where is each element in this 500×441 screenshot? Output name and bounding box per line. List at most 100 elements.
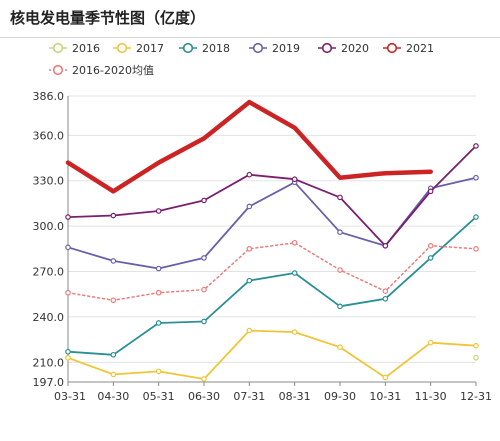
x-tick-label: 05-31: [143, 390, 175, 403]
data-point[interactable]: [155, 265, 162, 272]
data-point[interactable]: [337, 229, 343, 235]
y-axis: 197.0 210.0 240.0 270.0 300.0 330.0 360.0 386.0: [33, 90, 69, 389]
title-divider: [0, 37, 500, 38]
data-point[interactable]: [65, 244, 71, 251]
legend-label: 2020: [341, 42, 369, 55]
data-point[interactable]: [110, 212, 117, 219]
legend-item-2018[interactable]: 2018: [179, 42, 230, 55]
data-point[interactable]: [246, 203, 253, 210]
legend-label: 2021: [406, 42, 434, 55]
legend-item-2021[interactable]: 2021: [383, 42, 434, 55]
x-tick-label: 10-31: [369, 390, 401, 403]
data-point[interactable]: [382, 295, 389, 302]
y-tick-label: 360.0: [33, 129, 65, 142]
series-line: [67, 216, 477, 356]
data-point[interactable]: [473, 342, 479, 349]
data-point[interactable]: [110, 297, 117, 304]
series-2020: [65, 143, 479, 249]
legend-label: 2016-2020均值: [72, 64, 154, 77]
data-point[interactable]: [291, 270, 298, 276]
data-point[interactable]: [201, 286, 207, 293]
data-point[interactable]: [427, 255, 434, 261]
legend-item-2016[interactable]: 2016: [49, 42, 100, 55]
x-tick-label: 03-31: [54, 390, 86, 403]
data-point[interactable]: [155, 208, 162, 214]
y-tick-label: 386.0: [33, 90, 65, 103]
x-tick-label: 12-31: [460, 390, 492, 403]
series-line: [67, 145, 477, 247]
data-point[interactable]: [473, 354, 479, 361]
data-point[interactable]: [473, 214, 479, 220]
data-point[interactable]: [65, 354, 71, 361]
data-point[interactable]: [110, 351, 117, 358]
legend-label: 2017: [136, 42, 164, 55]
data-point[interactable]: [110, 258, 117, 264]
data-point[interactable]: [382, 374, 389, 381]
y-tick-label: 300.0: [33, 220, 65, 233]
series-2018: [65, 214, 479, 358]
series-line: [67, 329, 477, 380]
x-tick-label: 11-30: [415, 390, 447, 403]
series-line: [67, 242, 477, 302]
data-point[interactable]: [246, 277, 253, 284]
data-point[interactable]: [382, 288, 389, 295]
legend-marker: [52, 42, 64, 54]
legend-item-2017[interactable]: 2017: [113, 42, 164, 55]
series-group: [65, 99, 479, 382]
legend-label: 2018: [202, 42, 230, 55]
data-point[interactable]: [65, 214, 71, 220]
data-point[interactable]: [337, 194, 343, 201]
data-point[interactable]: [65, 348, 71, 355]
legend-marker: [182, 42, 194, 54]
data-point[interactable]: [473, 174, 479, 181]
data-point[interactable]: [473, 143, 479, 149]
legend[interactable]: 2016 2017 2018 2019 2020 2021 2016-2020均值: [49, 42, 434, 77]
grid-lines: [68, 95, 476, 383]
data-point[interactable]: [291, 239, 298, 246]
x-tick-label: 04-30: [97, 390, 129, 403]
data-point[interactable]: [155, 368, 162, 375]
data-point[interactable]: [337, 303, 343, 310]
data-point[interactable]: [110, 371, 117, 378]
legend-item-2016-2020均值[interactable]: 2016-2020均值: [49, 64, 154, 77]
data-point[interactable]: [201, 255, 207, 261]
data-point[interactable]: [201, 318, 207, 325]
data-point[interactable]: [473, 246, 479, 252]
data-point[interactable]: [155, 289, 162, 296]
x-tick-label: 08-31: [279, 390, 311, 403]
data-point[interactable]: [382, 243, 389, 249]
y-tick-label: 197.0: [33, 376, 65, 389]
y-tick-label: 270.0: [33, 266, 65, 279]
series-2019: [65, 174, 479, 272]
data-point[interactable]: [291, 329, 298, 335]
x-tick-label: 09-30: [324, 390, 356, 403]
legend-marker: [52, 64, 64, 76]
legend-marker: [386, 42, 398, 54]
data-point[interactable]: [427, 243, 434, 249]
data-point[interactable]: [65, 289, 71, 296]
data-point[interactable]: [246, 246, 253, 252]
chart-title: 核电发电量季节性图（亿度）: [10, 9, 206, 27]
y-tick-label: 330.0: [33, 175, 65, 188]
x-axis: 03-31 04-30 05-31 06-30 07-31 08-31 09-30 10-31…: [54, 381, 492, 403]
y-tick-label: 210.0: [33, 356, 65, 369]
data-point[interactable]: [337, 344, 343, 350]
series-2016: [473, 354, 479, 361]
data-point[interactable]: [246, 171, 253, 178]
data-point[interactable]: [246, 327, 253, 334]
legend-item-2020[interactable]: 2020: [318, 42, 369, 55]
data-point[interactable]: [427, 339, 434, 346]
data-point[interactable]: [427, 188, 434, 195]
data-point[interactable]: [291, 176, 298, 183]
data-point[interactable]: [155, 320, 162, 326]
series-line: [65, 99, 433, 194]
series-2017: [65, 327, 479, 382]
data-point[interactable]: [337, 267, 343, 273]
legend-item-2019[interactable]: 2019: [249, 42, 300, 55]
data-point[interactable]: [201, 197, 207, 204]
data-point[interactable]: [201, 376, 207, 382]
legend-marker: [116, 42, 128, 54]
y-tick-label: 240.0: [33, 311, 65, 324]
